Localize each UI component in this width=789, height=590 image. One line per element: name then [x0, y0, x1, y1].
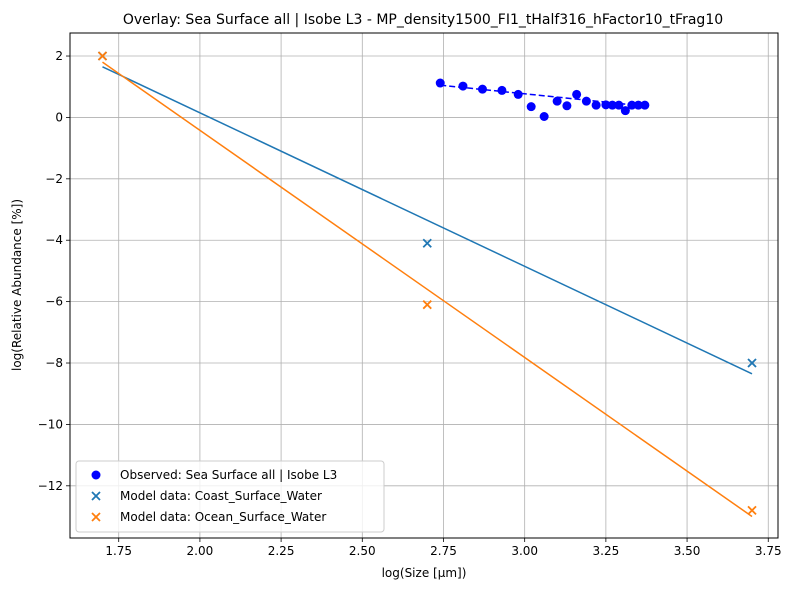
fit-line-series-2 [102, 61, 753, 518]
data-point-observed [477, 84, 487, 94]
legend-label-observed: Observed: Sea Surface all | Isobe L3 [120, 468, 337, 482]
data-point-observed [458, 81, 468, 91]
legend-marker-dot [91, 470, 101, 480]
y-axis-label: log(Relative Abundance [%]) [10, 199, 24, 371]
data-point-observed [607, 100, 617, 110]
x-axis-label: log(Size [μm]) [382, 566, 467, 580]
legend-label-ocean: Model data: Ocean_Surface_Water [120, 510, 326, 524]
data-point-model-2 [747, 505, 757, 516]
data-point-observed [562, 101, 572, 111]
y-tick-label: −8 [45, 356, 63, 370]
axis-ticks: 1.75 2.00 2.25 2.50 2.75 3.00 3.25 3.50 3.75 −12 −… [38, 49, 782, 558]
x-tick-label: 1.75 [105, 544, 132, 558]
y-tick-label: −6 [45, 295, 63, 309]
x-tick-label: 2.75 [430, 544, 457, 558]
data-point-observed [620, 106, 630, 116]
data-point-model-1 [747, 358, 757, 368]
x-tick-label: 2.00 [187, 544, 214, 558]
data-point-observed [526, 102, 536, 112]
data-point-observed [513, 89, 523, 99]
data-point-observed [601, 100, 611, 110]
data-point-model-1 [422, 238, 432, 248]
legend-marker-x [91, 512, 101, 522]
data-point-observed [640, 100, 650, 110]
x-tick-label: 2.25 [268, 544, 295, 558]
y-tick-label: −4 [45, 233, 63, 247]
y-tick-label: −2 [45, 172, 63, 186]
legend: Observed: Sea Surface all | Isobe L3 Mod… [75, 460, 385, 533]
data-point-model-2 [97, 51, 108, 61]
x-tick-label: 3.00 [511, 544, 538, 558]
data-point-observed [435, 78, 445, 88]
x-tick-label: 3.25 [593, 544, 620, 558]
data-point-observed [497, 85, 507, 95]
data-point-observed [633, 100, 643, 110]
legend-box [75, 460, 385, 533]
x-tick-label: 2.50 [349, 544, 376, 558]
y-tick-label: −12 [38, 479, 63, 493]
legend-marker-x [91, 491, 101, 501]
fit-line-series-1 [102, 66, 753, 375]
data-point-observed [591, 100, 601, 110]
y-tick-label: 2 [55, 49, 63, 63]
data-point-observed [552, 96, 562, 106]
x-tick-label: 3.75 [755, 544, 782, 558]
data-point-observed [539, 112, 549, 122]
data-point-observed [581, 96, 591, 106]
y-tick-label: −10 [38, 417, 63, 431]
legend-label-coast: Model data: Coast_Surface_Water [120, 489, 322, 503]
y-tick-label: 0 [55, 110, 63, 124]
data-point-observed [627, 100, 637, 110]
legend-markers [91, 470, 101, 522]
chart-title: Overlay: Sea Surface all | Isobe L3 - MP… [123, 12, 723, 28]
data-points [97, 51, 757, 516]
data-point-observed [572, 89, 582, 99]
data-point-observed [614, 100, 624, 110]
plot-area-frame [69, 32, 779, 539]
data-point-model-2 [422, 300, 432, 310]
x-tick-label: 3.50 [674, 544, 701, 558]
